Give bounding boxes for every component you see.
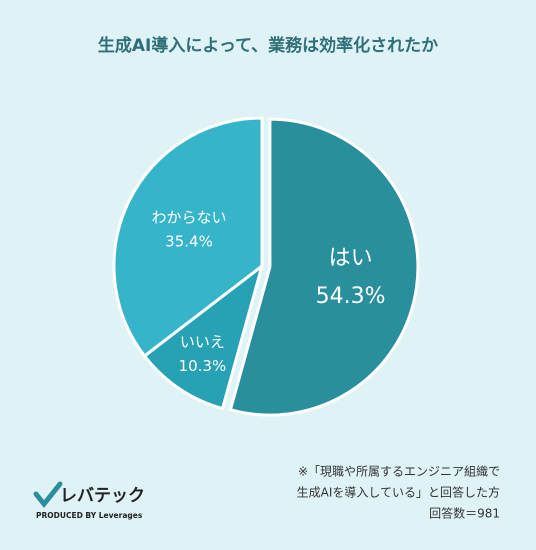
- pie-slice: [228, 117, 420, 417]
- logo-mark: [33, 481, 63, 509]
- pie-slice: [112, 116, 264, 359]
- pie-slice: [142, 262, 265, 411]
- slice-label: はい: [329, 246, 373, 271]
- annotation: 生成AIを導入している」と回答した方: [297, 485, 500, 500]
- value-label: 35.4%: [165, 232, 213, 250]
- value-label: 10.3%: [179, 357, 227, 375]
- chart-title: 生成AI導入によって、業務は効率化されたか: [98, 35, 438, 56]
- logo-tagline: PRODUCED BY Leverages: [36, 511, 143, 520]
- slice-label: いいえ: [180, 333, 225, 351]
- logo-text: レバテック: [60, 486, 145, 506]
- annotation: ※「現職や所属するエンジニア組織で: [298, 465, 500, 479]
- value-label: 54.3%: [316, 284, 386, 309]
- pie: はい 54.3% いいえ 10.3% わからない 35.4%: [112, 116, 420, 417]
- slice-label: わからない: [152, 208, 227, 226]
- annotation: 回答数＝981: [429, 506, 500, 521]
